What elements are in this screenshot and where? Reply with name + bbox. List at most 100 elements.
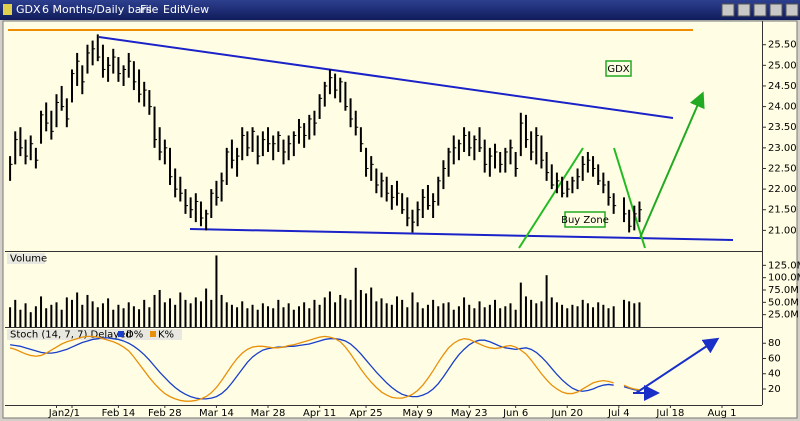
volume-bar (638, 302, 641, 327)
volume-bar (354, 267, 357, 327)
window-button[interactable] (721, 3, 735, 17)
volume-bar (24, 303, 27, 327)
legend-swatch (150, 331, 156, 337)
menu-item[interactable]: File (140, 3, 159, 16)
volume-bar (597, 302, 600, 327)
volume-bar (442, 303, 445, 327)
volume-bar (261, 303, 264, 327)
volume-bar (535, 303, 538, 327)
volume-bar (359, 289, 362, 327)
volume-bar (215, 255, 218, 327)
volume-bar (50, 304, 53, 327)
volume-bar (426, 304, 429, 327)
volume-bar (55, 302, 58, 327)
volume-bar (34, 306, 37, 327)
menu-item[interactable]: View (183, 3, 209, 16)
volume-bar (395, 296, 398, 327)
volume-bar (457, 306, 460, 327)
volume-bar (478, 301, 481, 327)
x-tick-label: Jun 6 (502, 408, 528, 419)
chart-area (2, 20, 798, 419)
volume-bar (406, 307, 409, 327)
volume-bar (390, 304, 393, 327)
volume-bar (555, 302, 558, 327)
legend-swatch (118, 331, 124, 337)
volume-bar (540, 301, 543, 327)
y-tick-label: 24.00 (768, 102, 797, 113)
x-tick-label: Mar 14 (199, 408, 234, 419)
volume-bar (592, 307, 595, 327)
volume-bar (468, 304, 471, 327)
panel-title: Stoch (14, 7, 7) Delayed (10, 330, 132, 341)
volume-bar (179, 292, 182, 327)
title-bar (0, 0, 800, 20)
window-button[interactable] (753, 3, 767, 17)
volume-bar (267, 306, 270, 327)
volume-bar (318, 304, 321, 327)
volume-bar (401, 299, 404, 327)
volume-bar (194, 297, 197, 327)
volume-bar (313, 299, 316, 327)
x-tick-label: May 9 (403, 408, 433, 419)
volume-bar (349, 299, 352, 327)
volume-bar (287, 303, 290, 327)
volume-bar (561, 304, 564, 327)
volume-bar (292, 309, 295, 327)
volume-bar (174, 304, 177, 327)
volume-bar (148, 307, 151, 327)
x-tick-label: Jul 18 (655, 408, 684, 419)
y-tick-label: 125.0M (768, 260, 800, 271)
volume-bar (60, 309, 63, 327)
volume-bar (499, 308, 502, 327)
volume-bar (107, 298, 110, 327)
volume-bar (411, 292, 414, 327)
stoch-line (9, 335, 640, 402)
volume-bar (514, 309, 517, 327)
y-tick-label: 25.00 (768, 60, 797, 71)
volume-bar (153, 294, 156, 327)
volume-bar (251, 304, 254, 327)
x-tick-label: Mar 28 (251, 408, 286, 419)
volume-bar (622, 299, 625, 327)
volume-bar (40, 296, 43, 327)
volume-bar (158, 289, 161, 327)
volume-bar (416, 302, 419, 327)
legend-label: D% (126, 330, 143, 341)
volume-bar (308, 308, 311, 327)
y-tick-label: 100.0M (768, 273, 800, 284)
volume-bar (184, 299, 187, 327)
volume-bar (117, 304, 120, 327)
volume-bar (112, 309, 115, 327)
volume-bar (370, 287, 373, 327)
volume-bar (132, 306, 135, 327)
volume-bar (303, 302, 306, 327)
volume-bar (256, 309, 259, 327)
volume-bar (163, 302, 166, 327)
volume-bar (566, 308, 569, 327)
y-tick-label: 21.50 (768, 205, 797, 216)
volume-bar (473, 308, 476, 327)
window-button[interactable] (769, 3, 783, 17)
volume-bar (432, 299, 435, 327)
y-tick-label: 22.50 (768, 163, 797, 174)
volume-bar (236, 307, 239, 327)
x-tick-label: Jun 20 (550, 408, 583, 419)
y-tick-label: 60 (768, 353, 781, 364)
volume-bar (385, 303, 388, 327)
stoch-line (9, 337, 640, 400)
y-tick-label: 24.50 (768, 81, 797, 92)
window-button[interactable] (785, 3, 799, 17)
volume-bar (602, 304, 605, 327)
annotation-box (605, 60, 632, 77)
volume-bar (576, 306, 579, 327)
volume-bar (488, 304, 491, 327)
volume-bar (9, 307, 12, 327)
window-button[interactable] (737, 3, 751, 17)
volume-bar (530, 299, 533, 327)
volume-bar (607, 308, 610, 327)
volume-bar (138, 309, 141, 327)
volume-bar (365, 293, 368, 327)
menu-item[interactable]: Edit (163, 3, 185, 16)
volume-bar (483, 307, 486, 327)
